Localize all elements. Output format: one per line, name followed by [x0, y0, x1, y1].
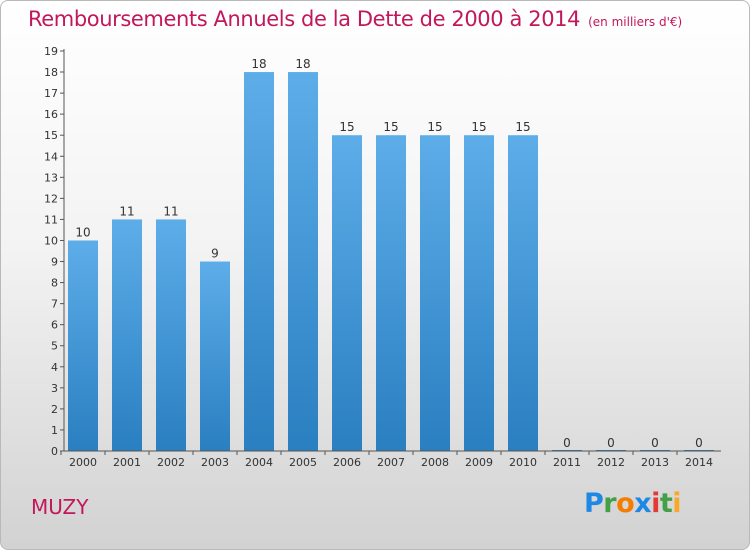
- bar: [376, 135, 406, 452]
- bar: [464, 135, 494, 452]
- data-label: 15: [427, 120, 442, 134]
- bar: [200, 261, 230, 451]
- y-tick-label: 0: [51, 445, 58, 458]
- data-label: 15: [515, 120, 530, 134]
- bar: [420, 135, 450, 452]
- y-tick-label: 16: [44, 108, 58, 121]
- logo-letter: i: [672, 488, 682, 519]
- x-tick-label: 2002: [157, 456, 185, 469]
- x-tick-label: 2008: [421, 456, 449, 469]
- data-label: 0: [695, 436, 703, 450]
- logo-letter: P: [584, 488, 604, 519]
- x-tick-label: 2011: [553, 456, 581, 469]
- y-tick-label: 3: [51, 382, 58, 395]
- bar: [68, 240, 98, 451]
- x-tick-label: 2004: [245, 456, 273, 469]
- y-tick-label: 13: [44, 171, 58, 184]
- data-label: 0: [563, 436, 571, 450]
- data-label: 11: [119, 204, 134, 218]
- chart-title: Remboursements Annuels de la Dette de 20…: [28, 7, 682, 31]
- proxiti-logo[interactable]: Proxiti: [584, 488, 682, 519]
- data-label: 9: [211, 247, 219, 261]
- y-tick-label: 12: [44, 192, 58, 205]
- x-tick-label: 2000: [69, 456, 97, 469]
- data-label: 10: [75, 225, 90, 239]
- y-tick-label: 4: [51, 361, 58, 374]
- logo-letter: x: [634, 488, 652, 519]
- commune-name: MUZY: [31, 495, 89, 519]
- x-tick-label: 2005: [289, 456, 317, 469]
- x-tick-label: 2007: [377, 456, 405, 469]
- x-tick-label: 2012: [597, 456, 625, 469]
- data-label: 15: [471, 120, 486, 134]
- x-tick-label: 2001: [113, 456, 141, 469]
- data-label: 18: [295, 57, 310, 71]
- logo-letter: i: [651, 488, 660, 519]
- data-label: 0: [651, 436, 659, 450]
- y-tick-label: 10: [44, 234, 58, 247]
- logo-letter: r: [603, 488, 617, 519]
- bar: [112, 219, 142, 451]
- x-tick-label: 2014: [685, 456, 713, 469]
- data-label: 11: [163, 204, 178, 218]
- y-tick-label: 19: [44, 45, 58, 58]
- x-tick-label: 2013: [641, 456, 669, 469]
- logo-letter: t: [659, 488, 673, 519]
- data-label: 18: [251, 57, 266, 71]
- bar: [508, 135, 538, 452]
- y-tick-label: 9: [51, 256, 58, 269]
- bar: [332, 135, 362, 452]
- y-tick-label: 11: [44, 213, 58, 226]
- chart-title-text: Remboursements Annuels de la Dette de 20…: [28, 7, 581, 31]
- data-label: 15: [339, 120, 354, 134]
- bar: [244, 72, 274, 451]
- y-tick-label: 15: [44, 129, 58, 142]
- data-label: 0: [607, 436, 615, 450]
- y-tick-label: 14: [44, 150, 58, 163]
- y-tick-label: 7: [51, 298, 58, 311]
- bar: [288, 72, 318, 451]
- y-tick-label: 6: [51, 319, 58, 332]
- y-tick-label: 5: [51, 340, 58, 353]
- data-label: 15: [383, 120, 398, 134]
- x-tick-label: 2009: [465, 456, 493, 469]
- y-tick-label: 8: [51, 277, 58, 290]
- y-tick-label: 2: [51, 403, 58, 416]
- x-tick-label: 2006: [333, 456, 361, 469]
- y-tick-label: 17: [44, 87, 58, 100]
- logo-letter: o: [616, 488, 635, 519]
- x-tick-label: 2010: [509, 456, 537, 469]
- y-tick-label: 18: [44, 66, 58, 79]
- bar: [156, 219, 186, 451]
- chart-subtitle: (en milliers d'€): [588, 15, 683, 29]
- y-tick-label: 1: [51, 424, 58, 437]
- x-tick-label: 2003: [201, 456, 229, 469]
